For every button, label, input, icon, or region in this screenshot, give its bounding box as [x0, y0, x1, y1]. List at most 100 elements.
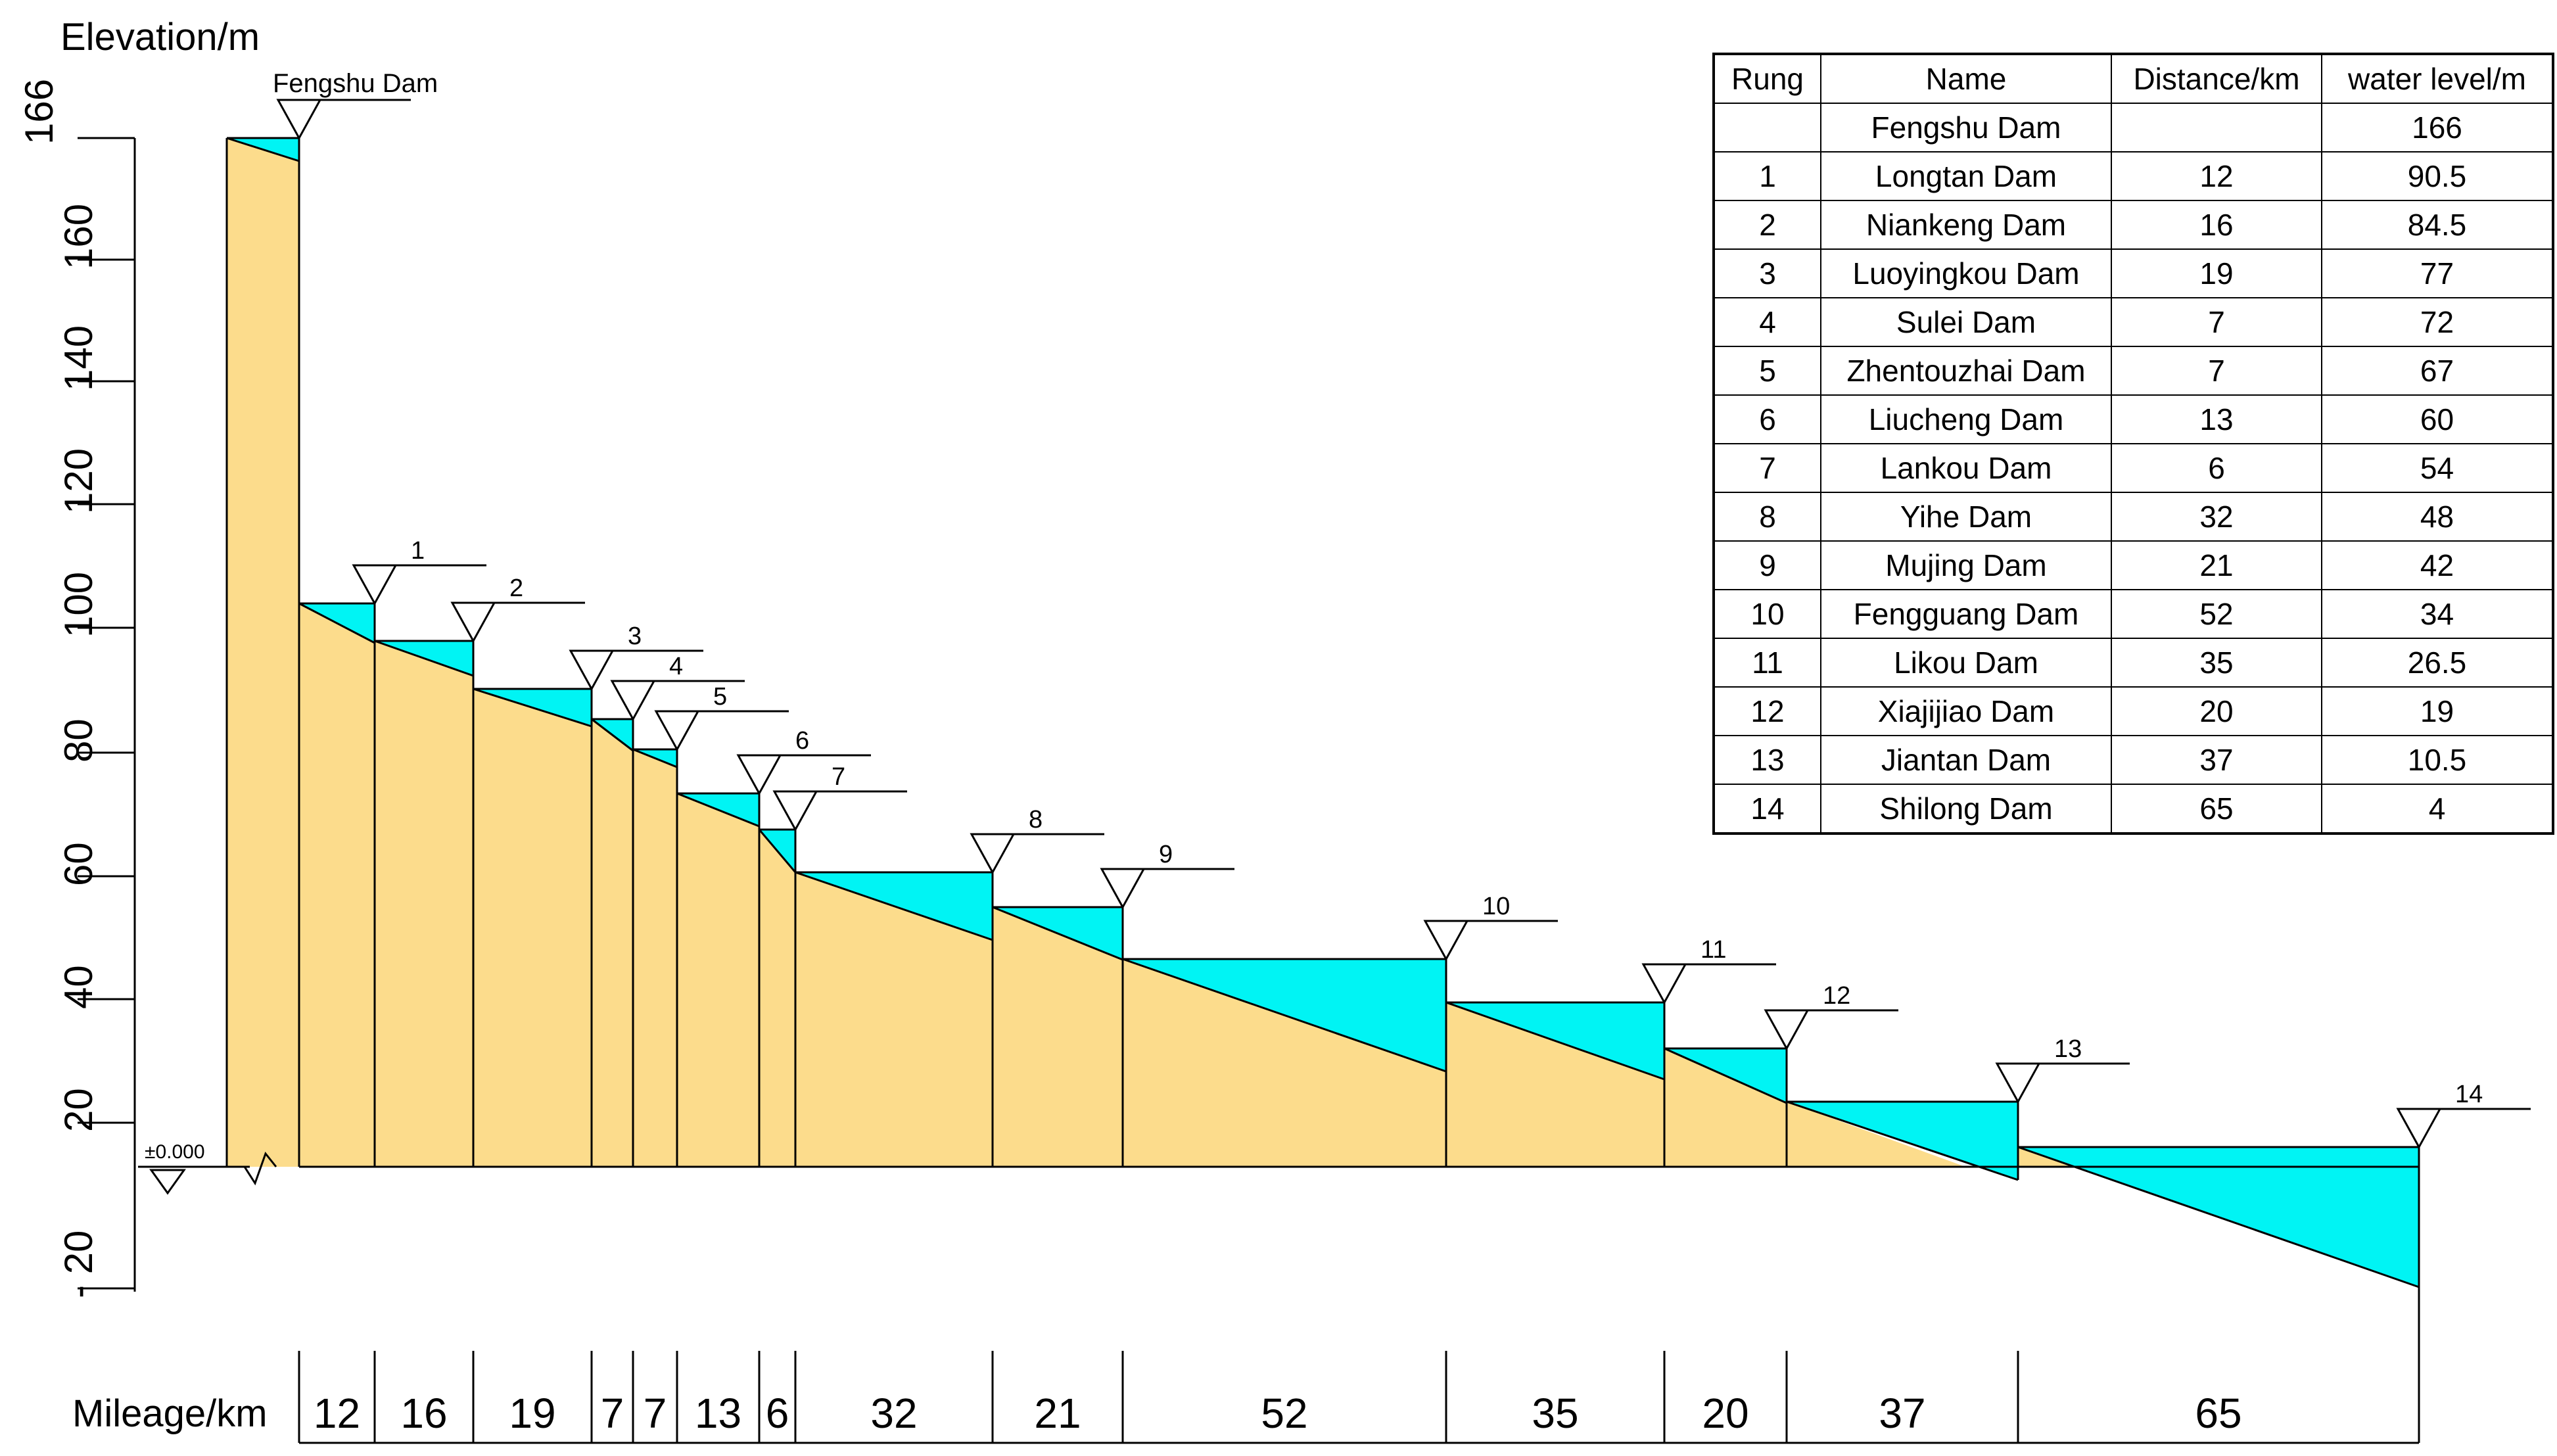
water-level-header: water level/m: [2321, 53, 2554, 104]
dam-number-label: 10: [1482, 893, 1510, 920]
riverbed-line: [2017, 1146, 2420, 1288]
reservoir-terrain: [227, 138, 299, 1167]
distance-cell: 7: [2111, 346, 2322, 396]
terrain-segment: [592, 719, 633, 1167]
name-cell: Fengguang Dam: [1820, 589, 2112, 639]
distance-cell: 19: [2111, 248, 2322, 298]
rung-cell: 1: [1713, 151, 1821, 201]
water-level-cell: 166: [2321, 103, 2554, 153]
dam-number-label: 14: [2455, 1081, 2483, 1108]
terrain-segment: [1446, 1002, 1664, 1167]
water-level-cell: 90.5: [2321, 151, 2554, 201]
water-level-cell: 60: [2321, 394, 2554, 444]
mileage-value: 20: [1702, 1390, 1748, 1437]
water-level-cell: 67: [2321, 346, 2554, 396]
table-row: 11 Likou Dam 35 26.5: [1713, 638, 2554, 688]
water-level-cell: 26.5: [2321, 638, 2554, 688]
rung-cell: 4: [1713, 297, 1821, 347]
line-layer: [78, 99, 2531, 1444]
distance-cell: 16: [2111, 200, 2322, 250]
terrain-segment: [299, 603, 375, 1167]
mileage-value: 12: [314, 1390, 360, 1437]
water-level-cell: 77: [2321, 248, 2554, 298]
name-header: Name: [1820, 53, 2112, 104]
name-cell: Xiajijiao Dam: [1820, 686, 2112, 736]
table-row: 5 Zhentouzhai Dam 7 67: [1713, 346, 2554, 396]
name-cell: Niankeng Dam: [1820, 200, 2112, 250]
water-level-cell: 42: [2321, 540, 2554, 590]
rung-cell: [1713, 103, 1821, 153]
rung-cell: 14: [1713, 784, 1821, 834]
elevation-tick-label: 20: [57, 1088, 101, 1132]
water-level-marker-icon: [450, 601, 496, 644]
table-row: 9 Mujing Dam 21 42: [1713, 540, 2554, 590]
distance-cell: 35: [2111, 638, 2322, 688]
riverbed-line: [632, 748, 678, 768]
dam-number-label: 13: [2054, 1035, 2082, 1063]
mileage-value: 19: [509, 1390, 555, 1437]
dam-number-label: 2: [509, 575, 523, 602]
terrain-segment: [677, 793, 759, 1167]
mileage-value: 21: [1034, 1390, 1081, 1437]
elevation-tick-label: 80: [57, 718, 101, 763]
water-level-marker-icon: [1100, 868, 1146, 910]
dam-number-label: 12: [1823, 982, 1850, 1010]
terrain-segment: [1664, 1048, 1787, 1167]
water-level-cell: 10.5: [2321, 735, 2554, 785]
distance-cell: 65: [2111, 784, 2322, 834]
dam-number-label: 8: [1029, 806, 1043, 834]
name-cell: Shilong Dam: [1820, 784, 2112, 834]
water-level-cell: 54: [2321, 443, 2554, 493]
riverbed-line: [591, 718, 634, 752]
water-level-cell: 84.5: [2321, 200, 2554, 250]
name-cell: Longtan Dam: [1820, 151, 2112, 201]
distance-cell: 52: [2111, 589, 2322, 639]
rung-cell: 5: [1713, 346, 1821, 396]
dam-number-label: 9: [1159, 841, 1173, 868]
elevation-tick-label: - 20: [57, 1231, 101, 1298]
mileage-value: 65: [2195, 1390, 2241, 1437]
elevation-top-value: 166: [17, 79, 61, 145]
terrain-segment: [633, 749, 677, 1167]
rung-cell: 6: [1713, 394, 1821, 444]
table-row: 7 Lankou Dam 6 54: [1713, 443, 2554, 493]
water-level-cell: 4: [2321, 784, 2554, 834]
name-cell: Mujing Dam: [1820, 540, 2112, 590]
rung-cell: 3: [1713, 248, 1821, 298]
water-level-marker-icon: [1764, 1009, 1810, 1051]
table-row: 4 Sulei Dam 7 72: [1713, 297, 2554, 347]
elevation-axis-title: Elevation/m: [60, 16, 260, 59]
water-level-marker-icon: [970, 833, 1016, 875]
mileage-value: 32: [870, 1390, 917, 1437]
table-row: 1 Longtan Dam 12 90.5: [1713, 151, 2554, 201]
water-level-cell: 48: [2321, 492, 2554, 542]
rung-cell: 2: [1713, 200, 1821, 250]
rung-cell: 12: [1713, 686, 1821, 736]
water-level-marker-icon: [1995, 1062, 2041, 1104]
terrain-layer: [227, 138, 2084, 1167]
mileage-value: 52: [1261, 1390, 1307, 1437]
name-cell: Luoyingkou Dam: [1820, 248, 2112, 298]
riverbed-line: [676, 792, 760, 828]
elevation-tick-label: 120: [57, 448, 101, 514]
table-row: 12 Xiajijiao Dam 20 19: [1713, 686, 2554, 736]
distance-header: Distance/km: [2111, 53, 2322, 104]
terrain-segment: [759, 830, 795, 1167]
rung-cell: 9: [1713, 540, 1821, 590]
elevation-tick-label: 60: [57, 842, 101, 886]
mileage-value: 7: [644, 1390, 667, 1437]
name-cell: Jiantan Dam: [1820, 735, 2112, 785]
reservoir-bed: [226, 137, 300, 162]
elevation-tick-label: 160: [57, 204, 101, 270]
terrain-segment: [1123, 959, 1446, 1167]
water-level-marker-icon: [610, 680, 656, 722]
table-row: 2 Niankeng Dam 16 84.5: [1713, 200, 2554, 250]
name-cell: Likou Dam: [1820, 638, 2112, 688]
water-level-marker-icon: [352, 564, 398, 606]
rung-cell: 13: [1713, 735, 1821, 785]
riverbed-line: [1445, 1001, 1665, 1081]
riverbed-line: [298, 602, 375, 644]
zero-marker-icon: [149, 1169, 186, 1195]
dam-number-label: 3: [628, 622, 642, 650]
